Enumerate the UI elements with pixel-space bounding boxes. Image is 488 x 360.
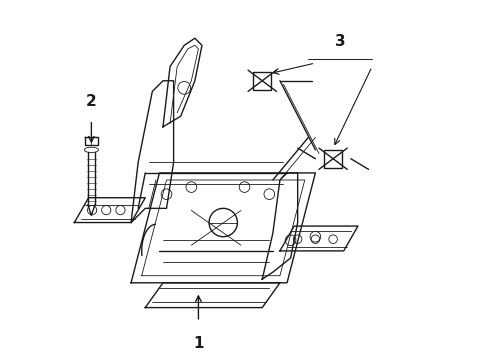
Bar	[324, 150, 341, 168]
Text: 2: 2	[86, 94, 97, 109]
Text: 1: 1	[193, 336, 203, 351]
Bar	[253, 72, 270, 90]
Text: 3: 3	[334, 34, 345, 49]
